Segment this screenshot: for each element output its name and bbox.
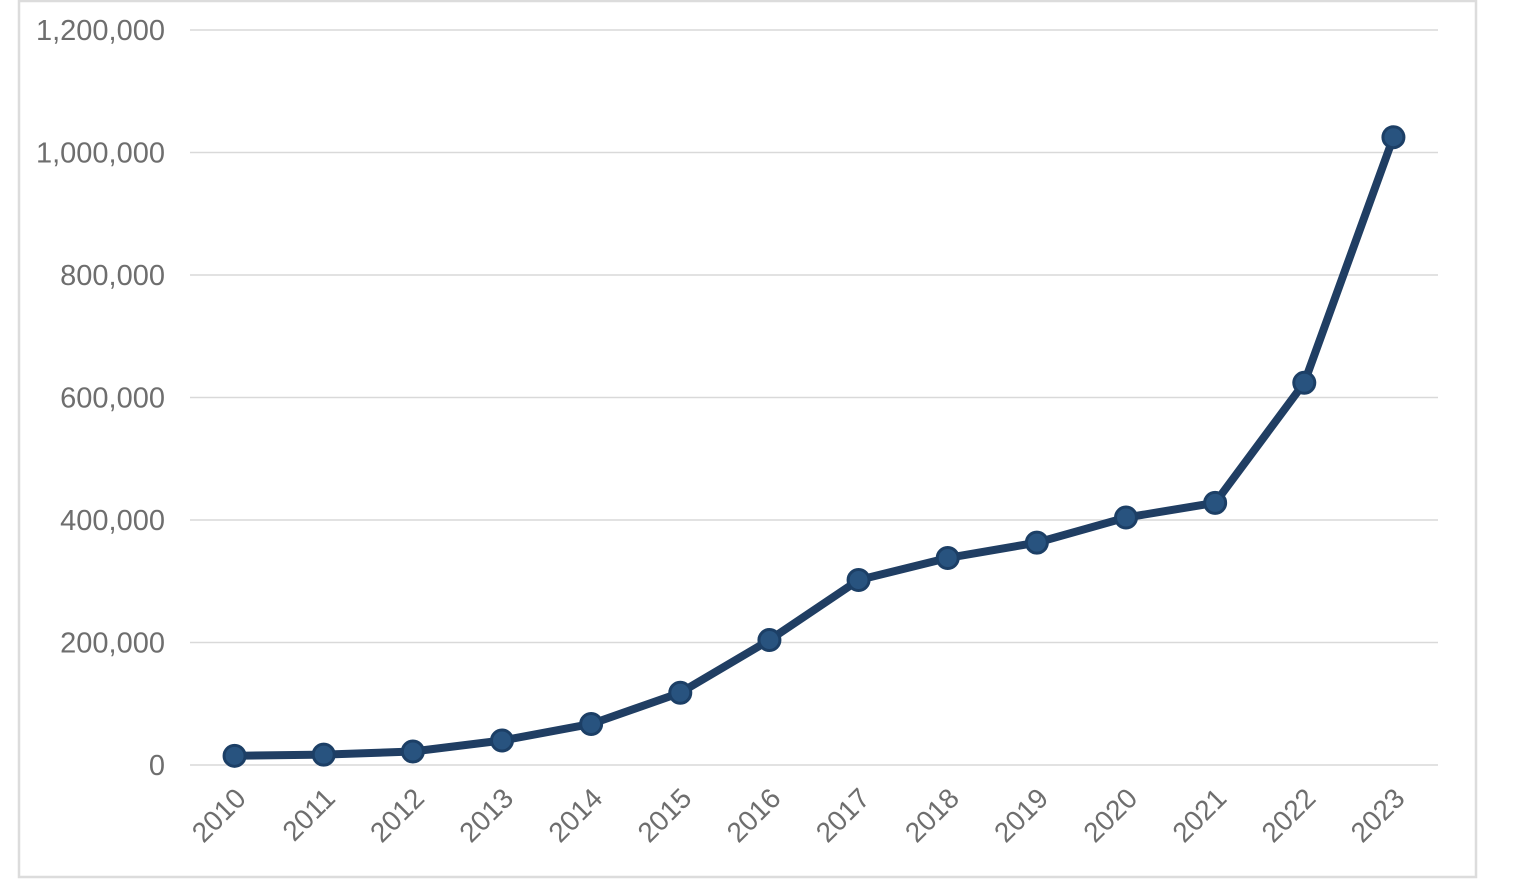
x-axis-tick-label: 2015 (632, 782, 698, 848)
data-point (400, 739, 425, 764)
y-axis-tick-label: 0 (149, 750, 165, 782)
data-point (311, 742, 336, 767)
y-axis-tick-label: 400,000 (60, 505, 165, 537)
y-axis-tick-label: 1,000,000 (36, 138, 165, 170)
x-axis-tick-label: 2012 (364, 782, 430, 848)
x-axis-tick-label: 2011 (276, 782, 341, 847)
x-axis-tick-label: 2014 (542, 782, 608, 848)
chart-frame-border (17, 0, 1478, 879)
x-axis-tick-label: 2020 (1077, 782, 1143, 848)
y-axis-tick-label: 800,000 (60, 260, 165, 292)
data-point (1203, 490, 1228, 515)
data-point (757, 628, 782, 653)
x-axis-tick-label: 2013 (453, 782, 519, 848)
x-axis-tick-label: 2019 (988, 782, 1054, 848)
data-point (222, 743, 247, 768)
data-point (935, 545, 960, 570)
x-axis-tick-label: 2018 (899, 782, 965, 848)
data-point (846, 568, 871, 593)
y-axis-tick-label: 200,000 (60, 628, 165, 660)
data-point (490, 728, 514, 753)
data-point (1381, 125, 1406, 150)
x-axis-tick-label: 2016 (721, 782, 787, 848)
y-axis-tick-label: 600,000 (60, 383, 165, 415)
x-axis-tick-label: 2022 (1256, 782, 1322, 848)
y-axis-tick-label: 1,200,000 (36, 15, 165, 47)
x-axis-tick-label: 2021 (1166, 782, 1232, 848)
x-axis-tick-label: 2023 (1345, 782, 1411, 848)
data-point (668, 680, 693, 705)
data-point (579, 711, 604, 736)
data-point (1024, 530, 1049, 555)
data-point (1114, 505, 1138, 530)
x-axis-tick-label: 2017 (810, 782, 876, 848)
data-point (1292, 370, 1317, 395)
data-line (230, 133, 1398, 760)
x-axis-tick-label: 2010 (186, 782, 252, 848)
